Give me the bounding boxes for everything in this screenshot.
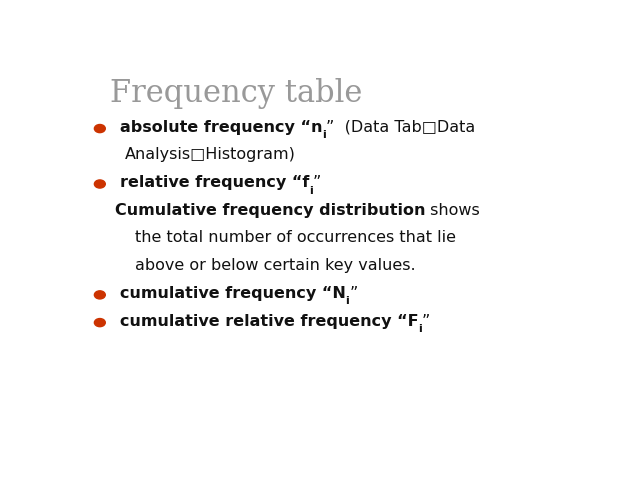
Text: Frequency table: Frequency table (110, 78, 362, 109)
Text: relative frequency “f: relative frequency “f (120, 175, 309, 190)
Circle shape (94, 124, 106, 132)
Circle shape (94, 180, 106, 188)
Text: ”  (Data Tab□Data: ” (Data Tab□Data (326, 120, 475, 134)
Text: shows: shows (425, 203, 480, 217)
Text: Cumulative frequency distribution: Cumulative frequency distribution (115, 203, 425, 217)
Text: cumulative frequency “N: cumulative frequency “N (120, 286, 346, 301)
Text: above or below certain key values.: above or below certain key values. (134, 258, 415, 273)
Text: absolute frequency “n: absolute frequency “n (120, 120, 322, 134)
Text: ”: ” (422, 313, 431, 328)
Text: i: i (309, 186, 313, 196)
Text: i: i (322, 130, 326, 140)
Text: i: i (346, 297, 349, 307)
Circle shape (94, 319, 106, 327)
Text: ”: ” (313, 175, 321, 190)
Circle shape (94, 291, 106, 299)
Text: the total number of occurrences that lie: the total number of occurrences that lie (134, 230, 456, 245)
Text: Analysis□Histogram): Analysis□Histogram) (125, 147, 296, 162)
Text: ”: ” (349, 286, 358, 301)
Text: cumulative relative frequency “F: cumulative relative frequency “F (120, 313, 419, 328)
Text: i: i (419, 324, 422, 334)
